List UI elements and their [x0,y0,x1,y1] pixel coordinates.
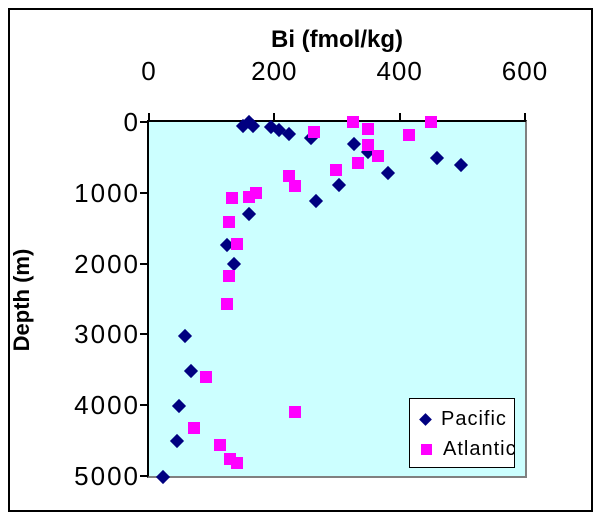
atlantic-data-point [243,191,256,204]
y-tick-label: 0 [123,107,140,137]
x-tick-label: 600 [501,56,549,86]
x-tick-mark [398,113,401,122]
y-tick-mark [140,333,148,336]
atlantic-data-point [425,116,437,128]
y-tick-label: 2000 [74,248,140,279]
atlantic-data-point [222,215,235,228]
y-tick-mark [140,262,148,265]
y-tick-mark [140,191,148,194]
atlantic-data-point [330,164,343,177]
legend-item-pacific: Pacific [410,404,514,434]
y-tick-mark [140,475,148,477]
atlantic-data-point [222,269,235,282]
x-tick-mark [148,113,150,122]
x-tick-label: 0 [141,56,157,86]
y-tick-label: 5000 [74,461,140,491]
atlantic-square-icon [421,443,432,455]
atlantic-data-point [289,180,301,193]
x-tick-mark [524,113,526,122]
atlantic-data-point [361,122,374,135]
atlantic-data-point [308,125,321,138]
atlantic-data-point [231,238,244,251]
atlantic-data-point [226,192,239,205]
x-tick-mark [273,113,276,122]
y-tick-mark [140,121,148,123]
atlantic-data-point [403,129,416,142]
atlantic-data-point [214,438,227,451]
x-tick-label: 200 [251,56,298,86]
atlantic-data-point [200,370,213,383]
atlantic-data-point [188,421,201,434]
x-tick-label: 400 [376,56,423,86]
atlantic-data-point [346,116,359,129]
legend-label-atlantic: Atlantic [443,437,517,460]
x-axis-title: Bi (fmol/kg) [271,26,403,53]
atlantic-data-point [289,405,301,418]
y-tick-label: 3000 [74,319,140,350]
y-tick-label: 1000 [74,177,140,208]
atlantic-data-point [361,139,374,152]
legend-label-pacific: Pacific [441,407,507,430]
atlantic-data-point [371,149,384,162]
atlantic-data-point [221,297,234,310]
y-tick-label: 4000 [74,390,140,421]
pacific-diamond-icon [419,412,432,426]
y-axis-title-text: Depth (m) [9,248,34,352]
atlantic-data-point [231,456,244,469]
atlantic-data-point [351,156,364,169]
legend: Pacific Atlantic [409,398,517,468]
y-tick-mark [140,404,148,407]
atlantic-data-point [283,170,296,183]
legend-item-atlantic: Atlantic [410,434,517,464]
